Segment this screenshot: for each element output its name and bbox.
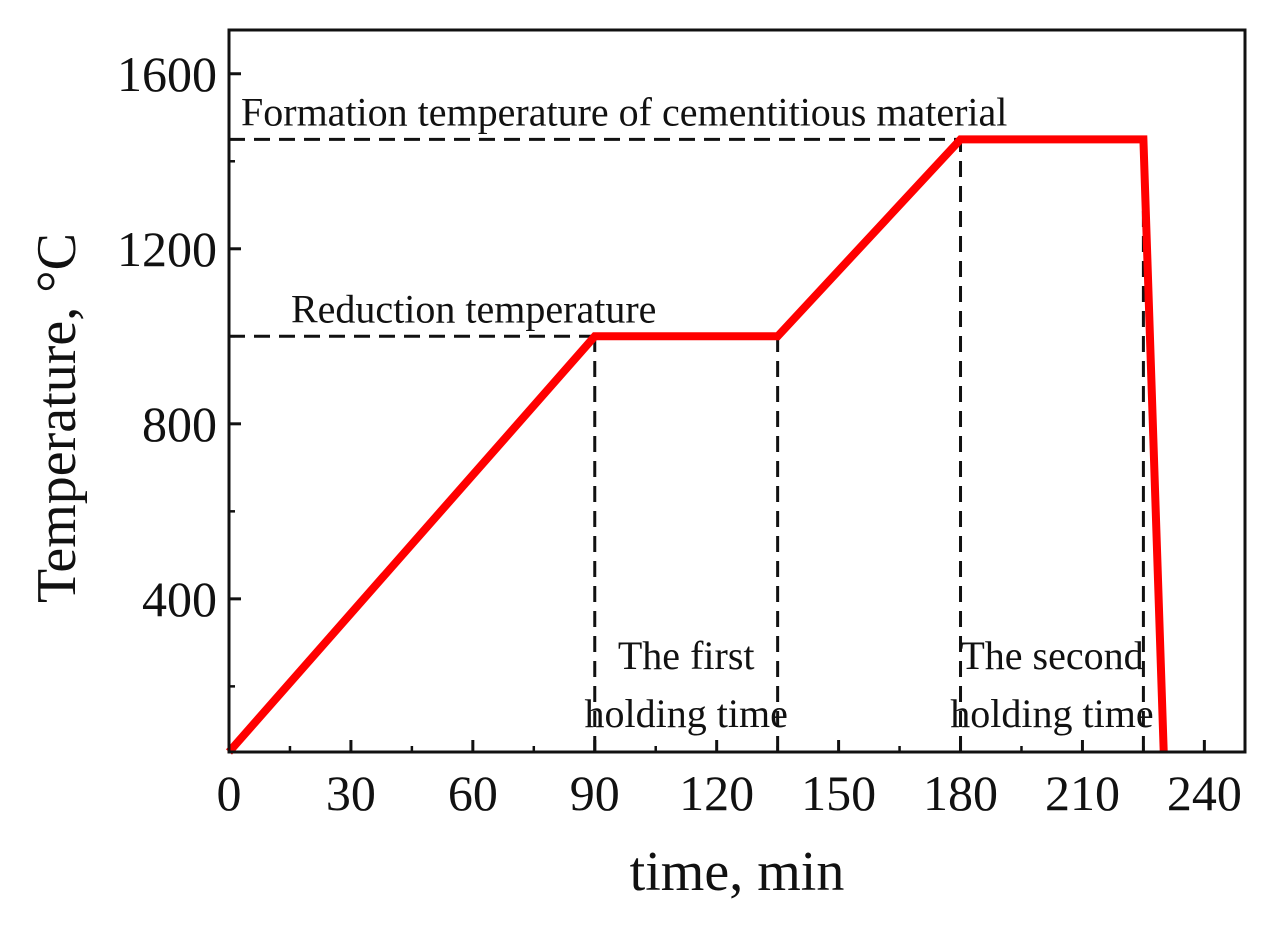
annotation-line: holding time [950,691,1153,736]
holding-time-annotation-1: The first holding time [585,633,788,736]
plot-frame [227,28,1247,754]
x-tick-label-90: 90 [570,765,620,821]
annotation-line: The first [618,633,755,678]
annotations: The first holding time The second holding t… [585,633,1154,736]
reference-line-label: Formation temperature of cementitious ma… [241,89,1007,134]
x-tick-label-60: 60 [448,765,498,821]
reference-line-label: Reduction temperature [291,286,656,331]
annotation-line: holding time [585,691,788,736]
x-tick-label-180: 180 [923,765,998,821]
y-tick-label-800: 800 [142,396,217,452]
x-tick-label-150: 150 [801,765,876,821]
x-tick-label-210: 210 [1045,765,1120,821]
y-tick-label-400: 400 [142,571,217,627]
x-tick-label-240: 240 [1167,765,1242,821]
annotation-line: The second [960,633,1143,678]
x-tick-label-30: 30 [326,765,376,821]
y-axis-title: Temperature, °C [26,233,88,603]
axis-ticks: 0 30 60 90 120 150 180 210 240 400 800 1200 1600 [117,46,1242,821]
x-tick-label-120: 120 [679,765,754,821]
y-tick-label-1600: 1600 [117,46,217,102]
x-tick-label-0: 0 [217,765,242,821]
y-tick-label-1200: 1200 [117,221,217,277]
series-line-0 [225,135,1168,755]
holding-time-annotation-2: The second holding time [950,633,1153,736]
x-axis-title: time, min [630,841,845,903]
